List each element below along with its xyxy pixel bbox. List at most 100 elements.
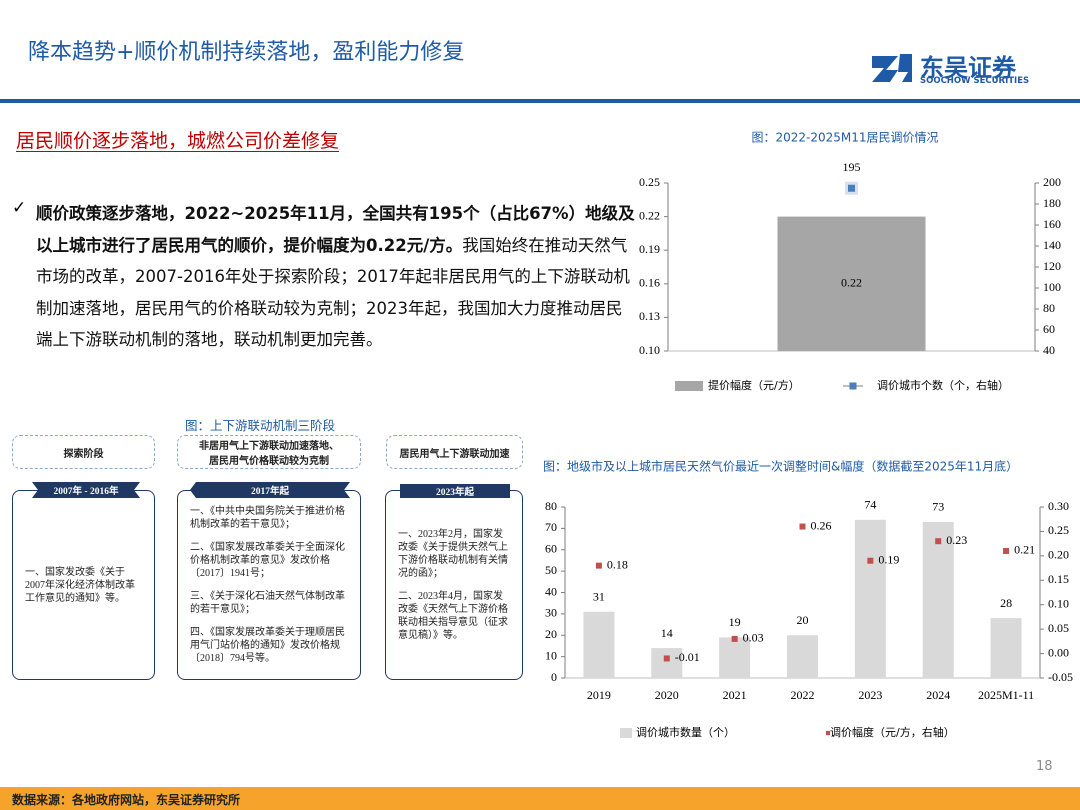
y2-tick-label: 160 bbox=[1043, 217, 1061, 231]
x-tick-label: 2019 bbox=[587, 688, 611, 702]
stage-label-text: 非居用气上下游联动加速落地、居民用气价格联动较为克制 bbox=[199, 441, 339, 467]
data-label: 0.26 bbox=[811, 518, 832, 532]
bar bbox=[651, 648, 683, 678]
legend-swatch bbox=[825, 730, 831, 736]
legend-swatch bbox=[849, 382, 857, 390]
stage-item: 四、《国家发展改革委关于理顺居民用气门站价格的通知》发改价格规〔2018〕794… bbox=[190, 627, 345, 664]
y-tick-label: 0.22 bbox=[639, 208, 660, 222]
bar bbox=[787, 635, 818, 678]
y-tick-label: 0.10 bbox=[639, 343, 660, 357]
data-label: 0.03 bbox=[743, 631, 764, 645]
stage-item: 一、国家发改委《关于2007年深化经济体制改革工作意见的通知》等。 bbox=[25, 566, 135, 604]
stage-label: 非居用气上下游联动加速落地、居民用气价格联动较为克制 bbox=[177, 435, 361, 469]
stage-period: 2017年起 bbox=[250, 487, 289, 497]
y-tick-label: 0.13 bbox=[639, 309, 660, 323]
y-tick-label: 40 bbox=[545, 584, 557, 598]
x-tick-label: 2022 bbox=[791, 688, 815, 702]
data-label: 0.22 bbox=[841, 276, 862, 290]
y-tick-label: 30 bbox=[545, 606, 557, 620]
legend-label: 调价城市数量（个） bbox=[636, 725, 735, 739]
marker bbox=[935, 538, 942, 545]
data-label: 0.21 bbox=[1014, 543, 1035, 557]
data-label: 31 bbox=[593, 589, 605, 603]
y-tick-label: 60 bbox=[545, 542, 557, 556]
stage-item: 一、2023年2月，国家发改委《关于提供天然气上下游价格联动机制有关情况的函》； bbox=[398, 529, 508, 579]
bar bbox=[719, 637, 751, 678]
legend-swatch bbox=[675, 381, 703, 391]
y2-tick-label: 0.10 bbox=[1048, 596, 1069, 610]
marker bbox=[867, 557, 874, 564]
y2-tick-label: 60 bbox=[1043, 322, 1055, 336]
bar bbox=[583, 611, 615, 678]
diagram-title: 图：上下游联动机制三阶段 bbox=[185, 418, 336, 433]
marker bbox=[731, 635, 738, 642]
section-heading: 居民顺价逐步落地，城燃公司价差修复 bbox=[16, 130, 340, 152]
y-tick-label: 0 bbox=[551, 670, 557, 684]
stage-period: 2007年 - 2016年 bbox=[53, 487, 119, 497]
y-tick-label: 20 bbox=[545, 627, 557, 641]
data-label: -0.01 bbox=[675, 650, 700, 664]
stage-label: 探索阶段 bbox=[12, 435, 155, 469]
data-label: 14 bbox=[661, 626, 673, 640]
footer-bar bbox=[0, 787, 1080, 810]
chart-title: 图：地级市及以上城市居民天然气价最近一次调整时间&幅度（数据截至2025年11月… bbox=[543, 459, 1018, 474]
header-rule bbox=[0, 99, 1080, 103]
bar bbox=[990, 618, 1022, 678]
y-tick-label: 0.19 bbox=[639, 242, 660, 256]
logo-text: 东吴证券 bbox=[920, 54, 1016, 82]
bar bbox=[922, 521, 954, 678]
logo-subtext: SOOCHOW SECURITIES bbox=[920, 76, 1030, 86]
data-label: 0.18 bbox=[607, 557, 628, 571]
data-label: 0.19 bbox=[878, 552, 899, 566]
data-label: 195 bbox=[843, 160, 861, 174]
stage-label-text: 探索阶段 bbox=[63, 448, 104, 460]
bar bbox=[854, 519, 886, 678]
y2-tick-label: 120 bbox=[1043, 259, 1061, 273]
y-tick-label: 10 bbox=[545, 648, 557, 662]
x-tick-label: 2023 bbox=[858, 688, 882, 702]
stage-period: 2023年起 bbox=[435, 488, 474, 498]
y2-tick-label: 0.15 bbox=[1048, 572, 1069, 586]
data-label: 0.23 bbox=[946, 533, 967, 547]
y-tick-label: 0.16 bbox=[639, 276, 660, 290]
logo-icon bbox=[872, 54, 912, 82]
x-tick-label: 2025M1-11 bbox=[978, 688, 1034, 702]
marker bbox=[799, 523, 806, 530]
data-label: 20 bbox=[797, 613, 809, 627]
data-label: 28 bbox=[1000, 596, 1012, 610]
banners bbox=[32, 482, 510, 498]
body-bold: 顺价政策逐步落地，2022~2025年11月，全国共有195个（占比67%）地级… bbox=[36, 204, 635, 255]
body-paragraph: 顺价政策逐步落地，2022~2025年11月，全国共有195个（占比67%）地级… bbox=[36, 198, 636, 356]
x-tick-label: 2024 bbox=[926, 688, 950, 702]
y2-tick-label: 0.05 bbox=[1048, 621, 1069, 635]
y2-tick-label: 0.20 bbox=[1048, 548, 1069, 562]
y-tick-label: 0.25 bbox=[639, 175, 660, 189]
marker bbox=[1003, 547, 1010, 554]
y2-tick-label: 0.00 bbox=[1048, 645, 1069, 659]
slide-title: 降本趋势+顺价机制持续落地，盈利能力修复 bbox=[28, 40, 465, 65]
stage-item: 三、《关于深化石油天然气体制改革的若干意见》； bbox=[190, 591, 345, 615]
y2-tick-label: 100 bbox=[1043, 280, 1061, 294]
legend-label: 提价幅度（元/方） bbox=[708, 378, 800, 392]
y2-tick-label: 200 bbox=[1043, 175, 1061, 189]
y2-tick-label: 40 bbox=[1043, 343, 1055, 357]
y2-tick-label: 0.30 bbox=[1048, 499, 1069, 513]
stage-item: 二、《国家发展改革委关于全面深化价格机制改革的意见》发改价格〔2017〕1941… bbox=[190, 542, 345, 579]
stage-item: 二、2023年4月，国家发改委《天然气上下游价格联动相关指导意见（征求意见稿）》… bbox=[398, 591, 508, 641]
stage-box: 一、2023年2月，国家发改委《关于提供天然气上下游价格联动机制有关情况的函》；… bbox=[385, 490, 523, 680]
y-tick-label: 70 bbox=[545, 520, 557, 534]
marker bbox=[595, 562, 602, 569]
y2-tick-label: 0.25 bbox=[1048, 523, 1069, 537]
check-icon: ✓ bbox=[12, 198, 27, 218]
data-label: 19 bbox=[729, 615, 741, 629]
y2-tick-label: 140 bbox=[1043, 238, 1061, 252]
y2-tick-label: 80 bbox=[1043, 301, 1055, 315]
legend-label: 调价城市个数（个，右轴） bbox=[877, 378, 1009, 392]
marker bbox=[663, 655, 670, 662]
legend-label: 调价幅度（元/方，右轴） bbox=[830, 725, 955, 739]
x-tick-label: 2020 bbox=[655, 688, 679, 702]
stage-item: 一、《中共中央国务院关于推进价格机制改革的若干意见》； bbox=[190, 506, 345, 530]
data-label: 73 bbox=[932, 500, 944, 514]
